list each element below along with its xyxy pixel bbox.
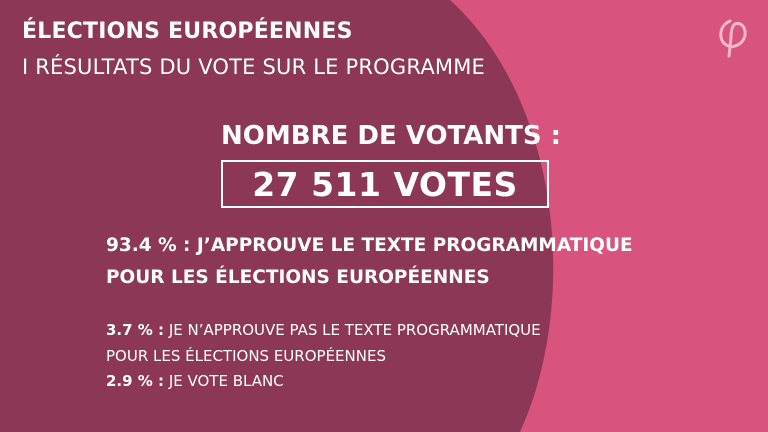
- phi-logo-icon: [719, 19, 747, 58]
- page-title: ÉLECTIONS EUROPÉENNES: [22, 19, 353, 44]
- voters-count-label: NOMBRE DE VOTANTS :: [221, 121, 562, 151]
- dark-panel-shape: [0, 0, 554, 432]
- result-disapprove-text1: JE N’APPROUVE PAS LE TEXTE PROGRAMMATIQU…: [164, 321, 541, 339]
- result-disapprove-percent: 3.7 % :: [106, 321, 165, 339]
- result-disapprove-line2: POUR LES ÉLECTIONS EUROPÉENNES: [106, 347, 386, 365]
- voters-count-box: 27 511 VOTES: [221, 160, 549, 208]
- result-approve-line2: POUR LES ÉLECTIONS EUROPÉENNES: [106, 267, 490, 288]
- result-blank-line: 2.9 % : JE VOTE BLANC: [106, 372, 284, 390]
- result-blank-text: JE VOTE BLANC: [164, 372, 284, 390]
- result-approve-text1: J’APPROUVE LE TEXTE PROGRAMMATIQUE: [190, 235, 633, 256]
- result-approve-line1: 93.4 % : J’APPROUVE LE TEXTE PROGRAMMATI…: [106, 235, 633, 256]
- page-subtitle: I RÉSULTATS DU VOTE SUR LE PROGRAMME: [22, 55, 485, 79]
- result-approve-percent: 93.4 % :: [106, 235, 191, 256]
- result-disapprove-line1: 3.7 % : JE N’APPROUVE PAS LE TEXTE PROGR…: [106, 321, 541, 339]
- voters-count-value: 27 511 VOTES: [252, 164, 518, 204]
- result-blank-percent: 2.9 % :: [106, 372, 165, 390]
